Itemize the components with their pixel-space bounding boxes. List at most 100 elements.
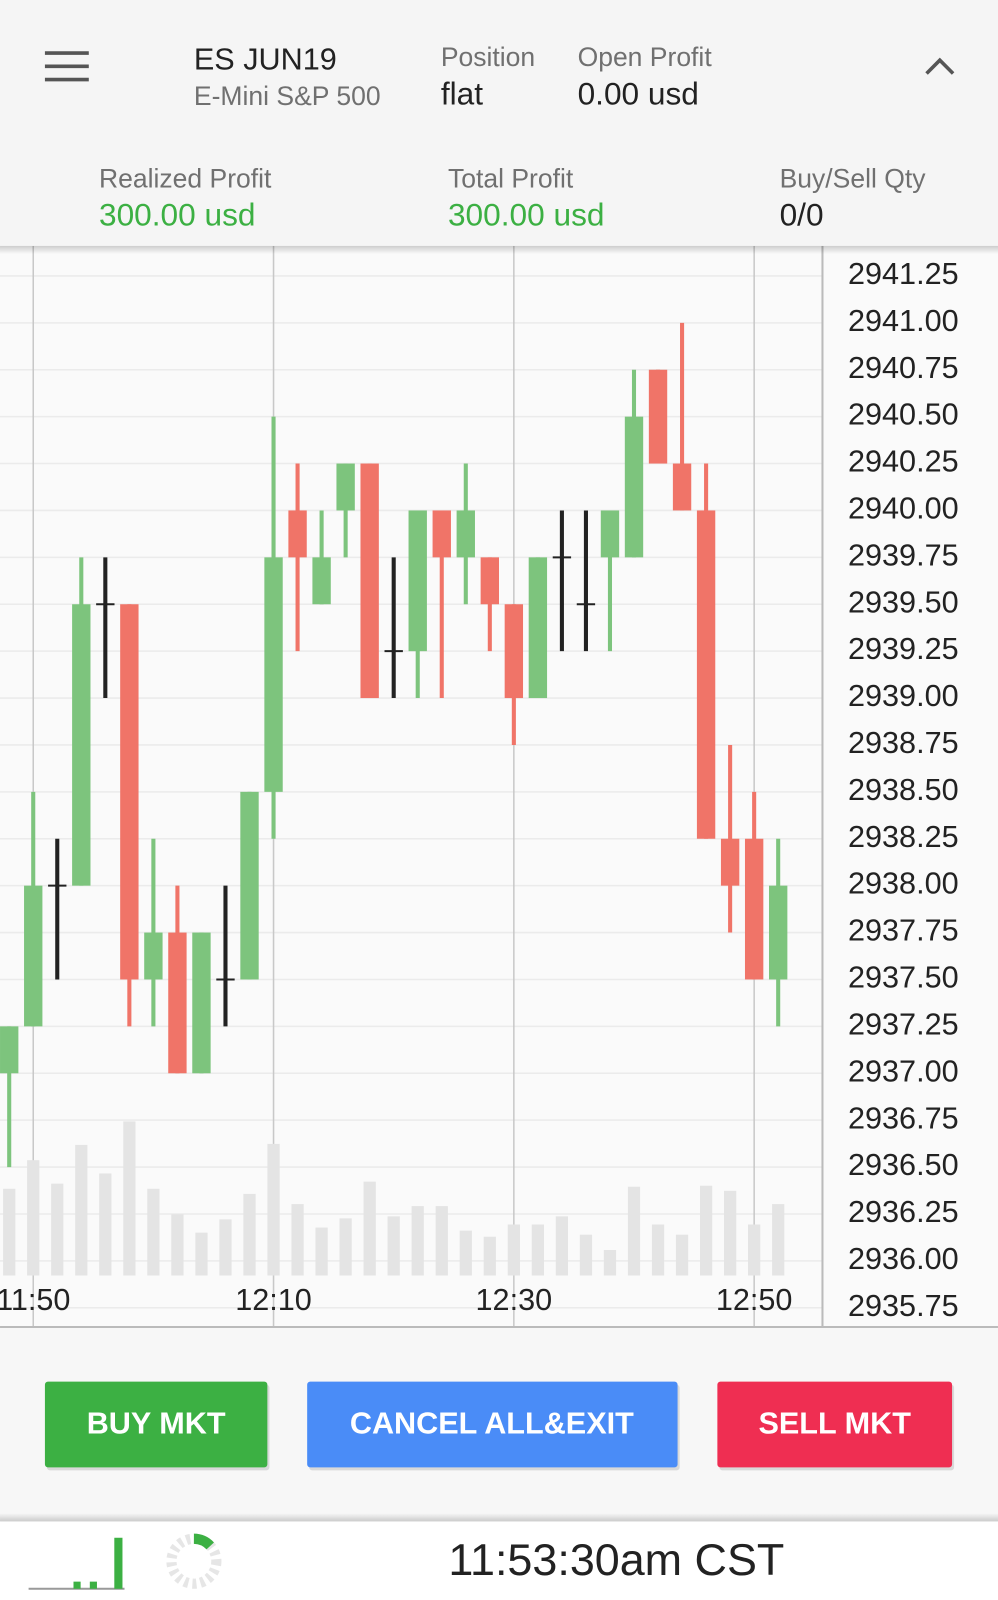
stat-label: Open Profit: [578, 42, 713, 72]
volume-bar: [3, 1188, 16, 1276]
candle-body: [504, 604, 524, 699]
spinner-progress: [193, 1533, 214, 1550]
candle-body: [624, 416, 644, 558]
stat-label: Position: [441, 42, 535, 72]
y-tick-label: 2940.50: [848, 398, 959, 432]
candle-body: [432, 510, 451, 558]
stat-value: 0/0: [780, 197, 824, 233]
candle-body: [192, 932, 211, 1074]
collapse-chevron[interactable]: [925, 57, 955, 75]
candle-body: [456, 510, 475, 558]
spinner-ring: [166, 1533, 222, 1589]
volume-bar: [411, 1206, 424, 1276]
clock: 11:53:30am CST: [448, 1534, 784, 1585]
volume-bar: [363, 1181, 376, 1276]
sell-button[interactable]: [717, 1381, 953, 1468]
signal-bar: [114, 1537, 123, 1589]
volume-bar: [219, 1219, 232, 1276]
volume-bar: [75, 1144, 88, 1276]
volume-bar: [435, 1206, 448, 1276]
y-tick-label: 2940.00: [848, 492, 959, 526]
x-tick-label: 12:30: [476, 1283, 553, 1317]
footer-background: [0, 1521, 998, 1600]
candle-body: [480, 557, 499, 605]
volume-bar: [555, 1216, 569, 1276]
volume-bar: [531, 1224, 544, 1276]
volume-bar: [699, 1185, 713, 1276]
y-tick-label: 2938.25: [848, 820, 959, 854]
signal-bar: [89, 1581, 97, 1589]
volume-bar: [171, 1214, 184, 1276]
y-tick-label: 2936.25: [848, 1195, 959, 1229]
stat-label: Buy/Sell Qty: [780, 164, 927, 194]
y-tick-label: 2941.25: [848, 257, 959, 291]
candle-body: [648, 369, 668, 464]
y-tick-label: 2936.75: [848, 1101, 959, 1135]
y-tick-label: 2937.50: [848, 961, 959, 995]
volume-bar: [459, 1230, 472, 1276]
volume-bar: [603, 1250, 617, 1276]
volume-bar: [243, 1193, 256, 1276]
candle-body: [528, 557, 548, 699]
button-label: BUY MKT: [87, 1407, 226, 1441]
signal-bar: [73, 1581, 81, 1589]
volume-bar: [315, 1227, 328, 1276]
candle-body: [240, 791, 259, 980]
y-tick-label: 2940.75: [848, 351, 959, 385]
buy-button[interactable]: [44, 1381, 268, 1468]
symbol-description: E-Mini S&P 500: [194, 81, 381, 111]
candle-body: [336, 463, 355, 511]
y-tick-label: 2939.50: [848, 585, 959, 619]
y-tick-label: 2937.00: [848, 1054, 959, 1088]
y-tick-label: 2939.00: [848, 679, 959, 713]
y-tick-label: 2936.00: [848, 1242, 959, 1276]
candle-body: [312, 557, 331, 605]
volume-bar: [27, 1160, 40, 1276]
candle-body: [168, 932, 187, 1074]
volume-bar: [99, 1173, 112, 1276]
candle-body: [672, 463, 692, 511]
y-tick-label: 2936.50: [848, 1148, 959, 1182]
candle-body: [720, 838, 740, 886]
stat-label: Total Profit: [448, 164, 574, 194]
y-tick-label: 2939.25: [848, 632, 959, 666]
candle-body: [264, 557, 283, 792]
candle-body: [72, 604, 91, 886]
header-background: [0, 0, 998, 246]
y-tick-label: 2938.75: [848, 726, 959, 760]
volume-bar: [51, 1183, 64, 1276]
candle-body: [144, 932, 163, 980]
volume-bar: [339, 1218, 352, 1276]
volume-bar: [627, 1186, 641, 1276]
candle-body: [120, 604, 139, 980]
cancel-button[interactable]: [307, 1381, 678, 1468]
volume-bar: [195, 1232, 208, 1276]
candle-body: [0, 1026, 19, 1074]
candle-body: [769, 885, 788, 980]
volume-bar: [772, 1204, 785, 1276]
y-tick-label: 2939.75: [848, 538, 959, 572]
loading-spinner: [166, 1533, 222, 1589]
menu-icon[interactable]: [44, 51, 89, 82]
y-tick-label: 2938.00: [848, 867, 959, 901]
candle-body: [744, 838, 764, 980]
x-tick-label: 12:50: [716, 1283, 793, 1317]
stat-value: flat: [441, 75, 483, 111]
candle-body: [288, 510, 307, 558]
y-tick-label: 2935.75: [848, 1289, 959, 1323]
chart: 2941.25 2941.00 2940.75 2940.50 2940.25 2940.…: [0, 245, 959, 1327]
volume-bar: [387, 1216, 400, 1276]
header-shadow: [0, 245, 998, 255]
y-tick-label: 2937.25: [848, 1007, 959, 1041]
volume-bar: [291, 1204, 304, 1276]
x-tick-label: 12:10: [235, 1283, 312, 1317]
volume-bar: [507, 1224, 520, 1276]
volume-bar: [147, 1188, 160, 1276]
candle-body: [600, 510, 620, 558]
y-tick-label: 2938.50: [848, 773, 959, 807]
candle-body: [24, 885, 43, 1027]
stat-value: 0.00 usd: [578, 75, 699, 111]
y-tick-label: 2941.00: [848, 304, 959, 338]
candle-body: [696, 510, 716, 839]
